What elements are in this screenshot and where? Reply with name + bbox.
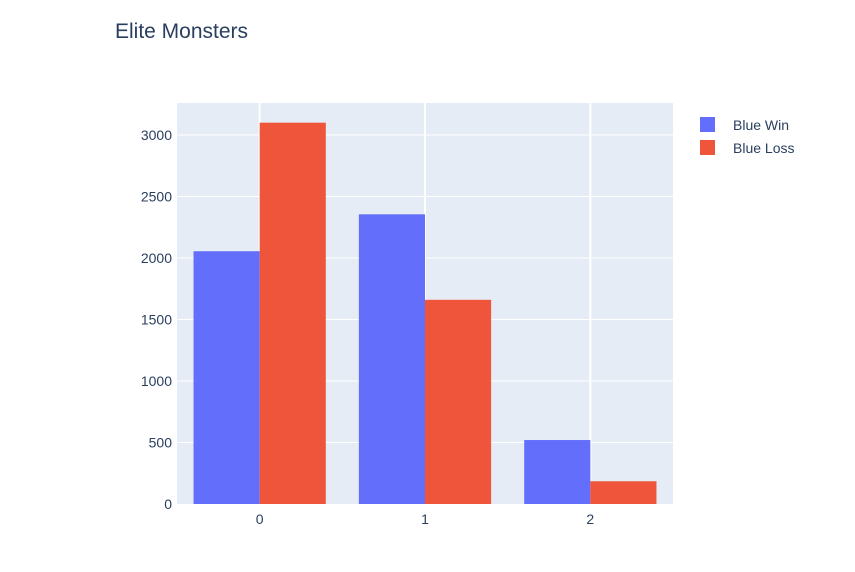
legend-label: Blue Win (733, 116, 790, 133)
y-tick-label: 3000 (141, 127, 172, 143)
bar-blue-win-2[interactable] (524, 440, 591, 504)
legend-swatch (700, 117, 715, 132)
bar-blue-loss-1[interactable] (425, 299, 492, 504)
legend: Blue Win Blue Loss (700, 113, 794, 159)
y-tick-label: 500 (149, 434, 173, 450)
bar-blue-loss-0[interactable] (259, 122, 326, 505)
y-tick-label: 1000 (141, 373, 172, 389)
x-tick-label: 2 (586, 511, 594, 527)
legend-label: Blue Loss (733, 139, 795, 156)
bar-blue-win-1[interactable] (358, 214, 425, 504)
y-tick-label: 2000 (141, 250, 172, 266)
bars (193, 122, 657, 505)
legend-swatch (700, 140, 715, 155)
y-tick-label: 2500 (141, 188, 172, 204)
y-axis-ticks: 0 500 1000 1500 2000 2500 3000 (141, 127, 172, 512)
y-tick-label: 1500 (141, 311, 172, 327)
chart-title: Elite Monsters (115, 20, 249, 43)
bar-blue-loss-2[interactable] (590, 481, 657, 504)
x-axis-ticks: 0 1 2 (256, 511, 595, 527)
y-tick-label: 0 (164, 496, 172, 512)
legend-item-blue-win[interactable]: Blue Win (700, 113, 794, 136)
bar-blue-win-0[interactable] (193, 251, 260, 504)
legend-item-blue-loss[interactable]: Blue Loss (700, 136, 794, 159)
x-tick-label: 1 (421, 511, 429, 527)
x-tick-label: 0 (256, 511, 264, 527)
